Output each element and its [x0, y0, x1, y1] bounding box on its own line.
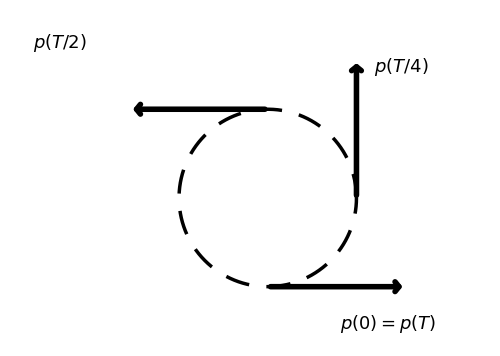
Text: $p(T/4)$: $p(T/4)$: [374, 56, 428, 78]
Text: $p(T/2)$: $p(T/2)$: [32, 32, 86, 54]
Text: $p(0) = p(T)$: $p(0) = p(T)$: [340, 313, 436, 335]
